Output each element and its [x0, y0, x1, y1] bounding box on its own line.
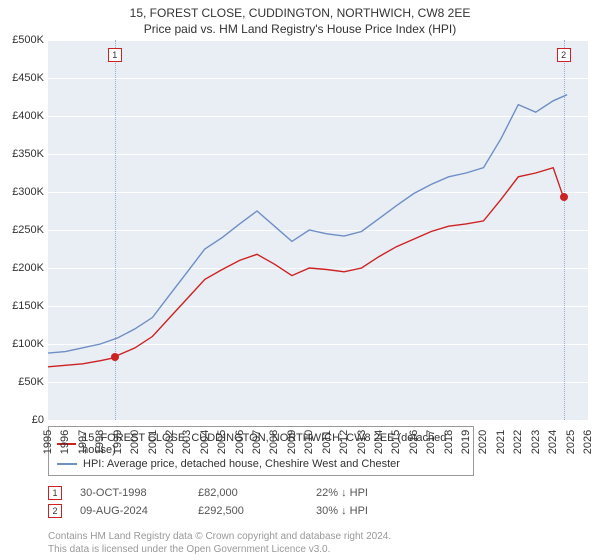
x-axis-label: 2026: [582, 427, 594, 457]
x-axis-label: 2010: [303, 427, 315, 457]
y-axis-label: £150K: [2, 300, 44, 312]
x-axis-label: 1996: [59, 427, 71, 457]
y-axis-label: £300K: [2, 186, 44, 198]
x-axis-label: 2000: [129, 427, 141, 457]
x-axis-label: 2009: [286, 427, 298, 457]
y-axis-label: £450K: [2, 72, 44, 84]
x-axis-label: 2020: [477, 427, 489, 457]
y-axis-label: £350K: [2, 148, 44, 160]
y-axis-label: £100K: [2, 338, 44, 350]
x-axis-label: 2004: [199, 427, 211, 457]
x-axis-label: 2025: [565, 427, 577, 457]
sale-price: £292,500: [198, 505, 316, 517]
x-axis-label: 2019: [460, 427, 472, 457]
sale-point: [111, 353, 119, 361]
footer-line: This data is licensed under the Open Gov…: [48, 543, 588, 556]
sale-delta: 22% ↓ HPI: [316, 487, 434, 499]
y-axis-label: £250K: [2, 224, 44, 236]
x-axis-label: 1995: [42, 427, 54, 457]
chart-marker-box: 1: [108, 48, 122, 62]
x-axis-label: 2008: [268, 427, 280, 457]
x-axis-label: 2022: [512, 427, 524, 457]
series-line-hpi: [48, 94, 567, 352]
footer-attribution: Contains HM Land Registry data © Crown c…: [48, 530, 588, 556]
x-axis-label: 2015: [390, 427, 402, 457]
x-axis-label: 2013: [356, 427, 368, 457]
x-axis-label: 2023: [530, 427, 542, 457]
sale-date: 30-OCT-1998: [80, 487, 198, 499]
chart-lines-svg: [48, 40, 588, 420]
sale-point: [560, 193, 568, 201]
sale-marker: 1: [48, 486, 62, 500]
sales-table: 1 30-OCT-1998 £82,000 22% ↓ HPI 2 09-AUG…: [48, 484, 588, 520]
x-axis-label: 2005: [216, 427, 228, 457]
x-axis-label: 2018: [443, 427, 455, 457]
sales-row: 1 30-OCT-1998 £82,000 22% ↓ HPI: [48, 484, 588, 502]
x-axis-label: 2016: [408, 427, 420, 457]
x-axis-label: 2012: [338, 427, 350, 457]
series-line-price_paid: [48, 167, 564, 366]
y-gridline: [48, 420, 588, 421]
sale-delta: 30% ↓ HPI: [316, 505, 434, 517]
x-axis-label: 2014: [373, 427, 385, 457]
chart-plot-area: £0£50K£100K£150K£200K£250K£300K£350K£400…: [48, 40, 588, 420]
x-axis-label: 2002: [164, 427, 176, 457]
x-axis-label: 2007: [251, 427, 263, 457]
sale-price: £82,000: [198, 487, 316, 499]
y-axis-label: £500K: [2, 34, 44, 46]
chart-marker-box: 2: [557, 48, 571, 62]
x-axis-label: 1997: [77, 427, 89, 457]
x-axis-label: 2003: [181, 427, 193, 457]
sale-date: 09-AUG-2024: [80, 505, 198, 517]
legend-label: HPI: Average price, detached house, Ches…: [83, 458, 400, 470]
chart-title: 15, FOREST CLOSE, CUDDINGTON, NORTHWICH,…: [0, 0, 600, 22]
x-axis-label: 2021: [495, 427, 507, 457]
sale-marker: 2: [48, 504, 62, 518]
chart-container: 15, FOREST CLOSE, CUDDINGTON, NORTHWICH,…: [0, 0, 600, 560]
x-axis-label: 1998: [94, 427, 106, 457]
y-axis-label: £0: [2, 414, 44, 426]
x-axis-label: 1999: [112, 427, 124, 457]
x-axis-label: 2024: [547, 427, 559, 457]
x-axis-label: 2011: [321, 427, 333, 457]
x-axis-label: 2017: [425, 427, 437, 457]
chart-subtitle: Price paid vs. HM Land Registry's House …: [0, 22, 600, 40]
x-axis-label: 2006: [234, 427, 246, 457]
x-axis-label: 2001: [147, 427, 159, 457]
footer-line: Contains HM Land Registry data © Crown c…: [48, 530, 588, 543]
y-axis-label: £200K: [2, 262, 44, 274]
legend-swatch: [57, 463, 77, 465]
y-axis-label: £50K: [2, 376, 44, 388]
legend-item: HPI: Average price, detached house, Ches…: [57, 457, 465, 471]
y-axis-label: £400K: [2, 110, 44, 122]
sales-row: 2 09-AUG-2024 £292,500 30% ↓ HPI: [48, 502, 588, 520]
